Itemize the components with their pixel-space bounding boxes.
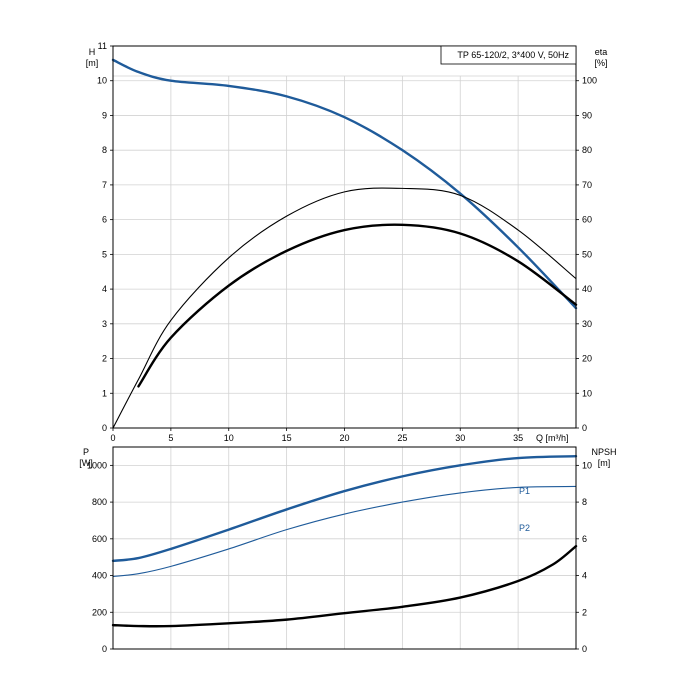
x-tick-label: 10 — [224, 433, 234, 443]
y-tick-label: 0 — [102, 423, 107, 433]
series-line-eta-1 — [112, 187, 577, 429]
y2-tick-label: 90 — [582, 110, 592, 120]
y2-tick-label: 4 — [582, 571, 587, 581]
y2-tick-label: 80 — [582, 145, 592, 155]
x-tick-label: 30 — [455, 433, 465, 443]
y-tick-label: 200 — [92, 607, 107, 617]
y-tick-label: 7 — [102, 180, 107, 190]
y2-axis-unit-eta: [%] — [594, 58, 607, 68]
y2-tick-label: 30 — [582, 319, 592, 329]
y2-tick-label: 2 — [582, 607, 587, 617]
x-tick-label: 20 — [339, 433, 349, 443]
x-tick-label: 35 — [513, 433, 523, 443]
y2-tick-label: 10 — [582, 460, 592, 470]
series-line-npsh — [111, 544, 578, 628]
y2-tick-label: 6 — [582, 534, 587, 544]
p1-series-label: P1 — [519, 486, 530, 496]
y-tick-label: 1000 — [87, 460, 107, 470]
y2-axis-title-npsh: NPSH — [591, 447, 616, 457]
p2-series-label: P2 — [519, 523, 530, 533]
y-axis-title-h: H — [89, 47, 96, 57]
y2-tick-label: 8 — [582, 497, 587, 507]
y-tick-label: 9 — [102, 110, 107, 120]
y-tick-label: 800 — [92, 497, 107, 507]
y2-axis-unit-npsh: [m] — [598, 458, 611, 468]
y-tick-label: 0 — [102, 644, 107, 654]
x-axis-title-q: Q [m³/h] — [536, 433, 569, 443]
series-line-p2 — [112, 485, 577, 578]
y2-tick-label: 0 — [582, 644, 587, 654]
y2-tick-label: 50 — [582, 249, 592, 259]
y2-tick-label: 0 — [582, 423, 587, 433]
y2-axis-title-eta: eta — [595, 47, 608, 57]
curves — [111, 58, 578, 628]
y-tick-label: 3 — [102, 319, 107, 329]
y-tick-label: 4 — [102, 284, 107, 294]
x-tick-label: 0 — [110, 433, 115, 443]
y2-tick-label: 10 — [582, 388, 592, 398]
bottom-plot-frame — [112, 446, 577, 650]
frames — [112, 45, 577, 650]
y-tick-label: 600 — [92, 534, 107, 544]
series-line-h — [111, 58, 578, 310]
title-box — [440, 45, 577, 65]
chart-title: TP 65-120/2, 3*400 V, 50Hz — [457, 50, 569, 60]
x-tick-label: 15 — [282, 433, 292, 443]
y-tick-label: 11 — [98, 41, 107, 51]
y2-tick-label: 20 — [582, 354, 592, 364]
y-axis-title-p: P — [83, 447, 89, 457]
y-tick-label: 6 — [102, 215, 107, 225]
y-tick-label: 8 — [102, 145, 107, 155]
series-line-eta-2 — [137, 223, 578, 388]
y-tick-label: 400 — [92, 571, 107, 581]
y-tick-label: 1 — [102, 388, 107, 398]
y2-tick-label: 40 — [582, 284, 592, 294]
y2-tick-label: 70 — [582, 180, 592, 190]
y-tick-label: 2 — [102, 354, 107, 364]
y-axis-unit-h: [m] — [86, 58, 99, 68]
y-tick-label: 5 — [102, 249, 107, 259]
y2-tick-label: 100 — [582, 76, 597, 86]
y2-tick-label: 60 — [582, 215, 592, 225]
labels: TP 65-120/2, 3*400 V, 50Hz H [m] eta [%]… — [79, 47, 616, 533]
y-tick-label: 10 — [97, 76, 107, 86]
x-tick-label: 5 — [168, 433, 173, 443]
y-axis-unit-p: [W] — [79, 458, 93, 468]
series-line-p1 — [111, 454, 578, 563]
x-tick-label: 25 — [397, 433, 407, 443]
